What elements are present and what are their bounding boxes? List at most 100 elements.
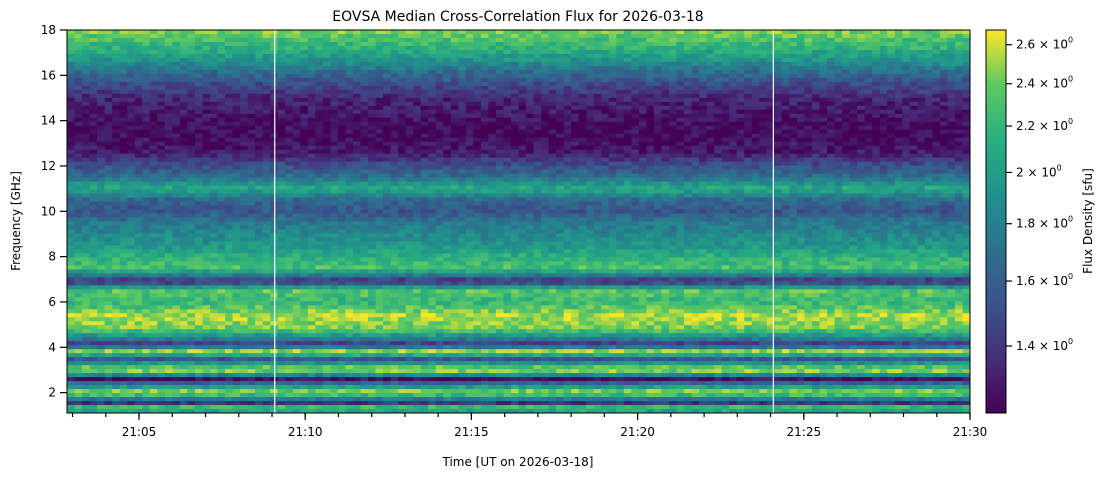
heatmap-cell <box>759 73 768 79</box>
heatmap-cell <box>119 121 128 127</box>
heatmap-cell <box>827 149 836 155</box>
heatmap-cell <box>827 49 836 55</box>
heatmap-cell <box>67 49 76 55</box>
heatmap-cell <box>149 97 158 103</box>
heatmap-cell <box>571 85 580 91</box>
heatmap-cell <box>842 117 851 123</box>
heatmap-cell <box>134 121 143 127</box>
heatmap-cell <box>601 30 610 35</box>
heatmap-cell <box>751 73 760 79</box>
heatmap-cell <box>225 133 234 139</box>
heatmap-cell <box>97 45 106 51</box>
heatmap-cell <box>405 65 414 71</box>
heatmap-cell <box>623 169 632 175</box>
heatmap-cell <box>864 153 873 159</box>
heatmap-cell <box>563 113 572 119</box>
heatmap-cell <box>939 65 949 71</box>
heatmap-cell <box>887 113 896 119</box>
heatmap-cell <box>962 129 970 135</box>
heatmap-cell <box>578 105 587 111</box>
heatmap-cell <box>82 57 91 63</box>
heatmap-cell <box>352 177 362 183</box>
heatmap-cell <box>796 173 806 179</box>
heatmap-cell <box>89 109 98 115</box>
heatmap-cell <box>202 73 211 79</box>
heatmap-cell <box>917 181 926 187</box>
heatmap-cell <box>322 101 331 107</box>
heatmap-cell <box>428 165 437 171</box>
heatmap-cell <box>646 93 655 99</box>
heatmap-cell <box>285 53 294 59</box>
heatmap-cell <box>510 69 520 75</box>
heatmap-cell <box>465 65 474 71</box>
heatmap-cell <box>510 41 520 47</box>
heatmap-cell <box>97 181 106 187</box>
heatmap-cell <box>443 193 452 199</box>
heatmap-cell <box>864 57 873 63</box>
heatmap-cell <box>97 117 106 123</box>
heatmap-cell <box>510 33 520 39</box>
heatmap-cell <box>857 125 866 131</box>
heatmap-cell <box>104 101 113 107</box>
heatmap-cell <box>149 165 158 171</box>
heatmap-cell <box>894 105 903 111</box>
heatmap-cell <box>864 89 873 95</box>
heatmap-cell <box>684 49 693 55</box>
heatmap-cell <box>480 185 490 191</box>
heatmap-cell <box>623 177 632 183</box>
heatmap-cell <box>917 133 926 139</box>
heatmap-cell <box>142 125 151 131</box>
heatmap-cell <box>217 193 226 199</box>
heatmap-cell <box>97 133 106 139</box>
heatmap-cell <box>337 109 347 115</box>
heatmap-cell <box>262 30 271 35</box>
heatmap-cell <box>465 185 474 191</box>
heatmap-cell <box>330 165 339 171</box>
heatmap-cell <box>187 89 196 95</box>
heatmap-cell <box>669 121 678 127</box>
heatmap-cell <box>292 33 301 39</box>
heatmap-cell <box>315 61 324 67</box>
heatmap-cell <box>714 89 723 95</box>
heatmap-cell <box>112 133 121 139</box>
heatmap-cell <box>684 73 693 79</box>
heatmap-cell <box>443 185 452 191</box>
heatmap-cell <box>149 145 158 151</box>
heatmap-cell <box>473 125 482 131</box>
heatmap-cell <box>149 89 158 95</box>
heatmap-cell <box>232 137 241 143</box>
heatmap-cell <box>390 49 399 55</box>
heatmap-cell <box>894 117 903 123</box>
heatmap-cell <box>307 77 316 83</box>
heatmap-cell <box>714 149 723 155</box>
heatmap-cell <box>300 177 309 183</box>
heatmap-cell <box>194 73 204 79</box>
heatmap-cell <box>849 45 858 51</box>
heatmap-cell <box>443 93 452 99</box>
heatmap-cell <box>330 137 339 143</box>
heatmap-cell <box>157 181 166 187</box>
heatmap-cell <box>82 189 91 195</box>
heatmap-cell <box>864 121 873 127</box>
heatmap-cell <box>541 101 550 107</box>
heatmap-cell <box>292 141 301 147</box>
heatmap-cell <box>827 125 836 131</box>
heatmap-cell <box>744 185 753 191</box>
heatmap-cell <box>789 49 798 55</box>
heatmap-cell <box>202 53 211 59</box>
heatmap-cell <box>766 177 775 183</box>
heatmap-cell <box>631 41 640 47</box>
heatmap-cell <box>322 30 331 35</box>
heatmap-cell <box>857 181 866 187</box>
heatmap-cell <box>405 77 414 83</box>
heatmap-cell <box>924 89 933 95</box>
heatmap-cell <box>608 57 617 63</box>
heatmap-cell <box>736 125 745 131</box>
heatmap-cell <box>759 189 768 195</box>
heatmap-cell <box>315 133 324 139</box>
heatmap-cell <box>872 81 881 87</box>
heatmap-cell <box>879 141 888 147</box>
heatmap-cell <box>909 101 918 107</box>
heatmap-cell <box>616 181 625 187</box>
heatmap-cell <box>119 177 128 183</box>
